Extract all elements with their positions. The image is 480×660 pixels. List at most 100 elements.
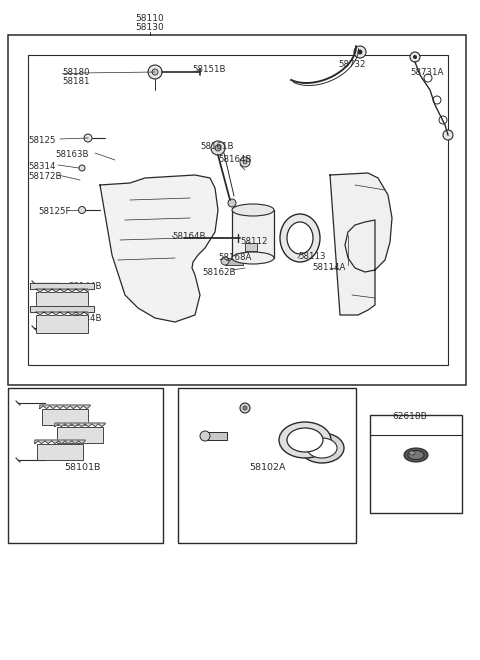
Polygon shape bbox=[55, 423, 105, 426]
Polygon shape bbox=[330, 173, 392, 315]
Text: 58114A: 58114A bbox=[312, 263, 346, 272]
Text: 58732: 58732 bbox=[338, 60, 365, 69]
Text: 58151B: 58151B bbox=[192, 65, 226, 74]
Circle shape bbox=[443, 130, 453, 140]
Circle shape bbox=[355, 280, 365, 290]
Circle shape bbox=[57, 449, 63, 454]
Text: 58101B: 58101B bbox=[64, 463, 100, 472]
Polygon shape bbox=[36, 312, 88, 315]
Circle shape bbox=[155, 197, 171, 213]
Bar bbox=[36, 292, 88, 310]
Polygon shape bbox=[35, 440, 85, 444]
Circle shape bbox=[79, 207, 85, 213]
Ellipse shape bbox=[279, 422, 331, 458]
Circle shape bbox=[355, 195, 365, 205]
Text: 58181: 58181 bbox=[62, 77, 89, 86]
Circle shape bbox=[243, 406, 247, 410]
Text: 58144B: 58144B bbox=[68, 282, 101, 291]
Circle shape bbox=[172, 232, 184, 244]
Circle shape bbox=[243, 160, 247, 164]
Bar bbox=[245, 243, 257, 251]
Circle shape bbox=[62, 414, 68, 419]
Circle shape bbox=[84, 134, 92, 142]
Ellipse shape bbox=[287, 222, 313, 254]
Bar bbox=[8, 388, 163, 543]
Bar bbox=[42, 409, 88, 425]
Bar bbox=[205, 432, 227, 440]
Circle shape bbox=[51, 414, 57, 419]
Text: 58161B: 58161B bbox=[200, 142, 233, 151]
Polygon shape bbox=[40, 405, 90, 409]
Text: 58144B: 58144B bbox=[68, 314, 101, 323]
Circle shape bbox=[152, 69, 158, 75]
Bar bbox=[225, 258, 243, 265]
Circle shape bbox=[240, 403, 250, 413]
Text: 58102A: 58102A bbox=[250, 463, 286, 472]
Circle shape bbox=[354, 46, 366, 58]
Circle shape bbox=[74, 321, 80, 327]
Bar bbox=[232, 210, 274, 258]
Bar bbox=[57, 426, 103, 443]
Text: 58162B: 58162B bbox=[202, 268, 236, 277]
Polygon shape bbox=[36, 289, 88, 292]
Text: 58314: 58314 bbox=[28, 162, 56, 171]
Polygon shape bbox=[100, 175, 218, 322]
Text: 58164B: 58164B bbox=[218, 155, 252, 164]
Text: 58731A: 58731A bbox=[410, 68, 444, 77]
Circle shape bbox=[160, 202, 166, 208]
Circle shape bbox=[221, 257, 229, 265]
Circle shape bbox=[44, 298, 50, 304]
Bar bbox=[178, 388, 356, 543]
Circle shape bbox=[73, 414, 79, 419]
Circle shape bbox=[88, 432, 94, 438]
Text: 58172B: 58172B bbox=[28, 172, 61, 181]
Ellipse shape bbox=[232, 204, 274, 216]
Ellipse shape bbox=[408, 451, 424, 459]
Text: 58163B: 58163B bbox=[55, 150, 88, 159]
Text: 58125: 58125 bbox=[28, 136, 56, 145]
Polygon shape bbox=[30, 306, 94, 312]
Circle shape bbox=[59, 298, 65, 304]
Text: 58113: 58113 bbox=[298, 252, 325, 261]
Bar bbox=[36, 315, 88, 333]
Circle shape bbox=[79, 165, 85, 171]
Text: 58125F: 58125F bbox=[38, 207, 71, 216]
Bar bbox=[8, 35, 466, 385]
Bar bbox=[370, 415, 462, 513]
Bar bbox=[36, 444, 84, 460]
Text: 58168A: 58168A bbox=[218, 253, 252, 262]
Circle shape bbox=[149, 264, 161, 276]
Ellipse shape bbox=[232, 252, 274, 264]
Text: 58164B: 58164B bbox=[172, 232, 205, 241]
Ellipse shape bbox=[280, 214, 320, 262]
Circle shape bbox=[228, 199, 236, 207]
Circle shape bbox=[176, 236, 180, 240]
Circle shape bbox=[44, 321, 50, 327]
Circle shape bbox=[215, 145, 221, 151]
Circle shape bbox=[211, 141, 225, 155]
Ellipse shape bbox=[307, 438, 337, 458]
Circle shape bbox=[47, 449, 52, 454]
Bar bbox=[28, 55, 448, 365]
Text: 58112: 58112 bbox=[240, 237, 267, 246]
Text: 58180: 58180 bbox=[62, 68, 89, 77]
Circle shape bbox=[413, 55, 417, 59]
Circle shape bbox=[153, 267, 157, 273]
Ellipse shape bbox=[409, 451, 415, 455]
Circle shape bbox=[74, 298, 80, 304]
Ellipse shape bbox=[300, 433, 344, 463]
Ellipse shape bbox=[287, 428, 323, 452]
Text: 62618B: 62618B bbox=[392, 412, 427, 421]
Circle shape bbox=[240, 157, 250, 167]
Circle shape bbox=[67, 432, 72, 438]
Circle shape bbox=[200, 431, 210, 441]
Text: 58110: 58110 bbox=[136, 14, 164, 23]
Text: 58130: 58130 bbox=[136, 23, 164, 32]
Circle shape bbox=[148, 65, 162, 79]
Circle shape bbox=[358, 50, 362, 55]
Circle shape bbox=[68, 449, 73, 454]
Ellipse shape bbox=[404, 448, 428, 462]
Circle shape bbox=[410, 52, 420, 62]
Polygon shape bbox=[30, 283, 94, 289]
Circle shape bbox=[77, 432, 83, 438]
